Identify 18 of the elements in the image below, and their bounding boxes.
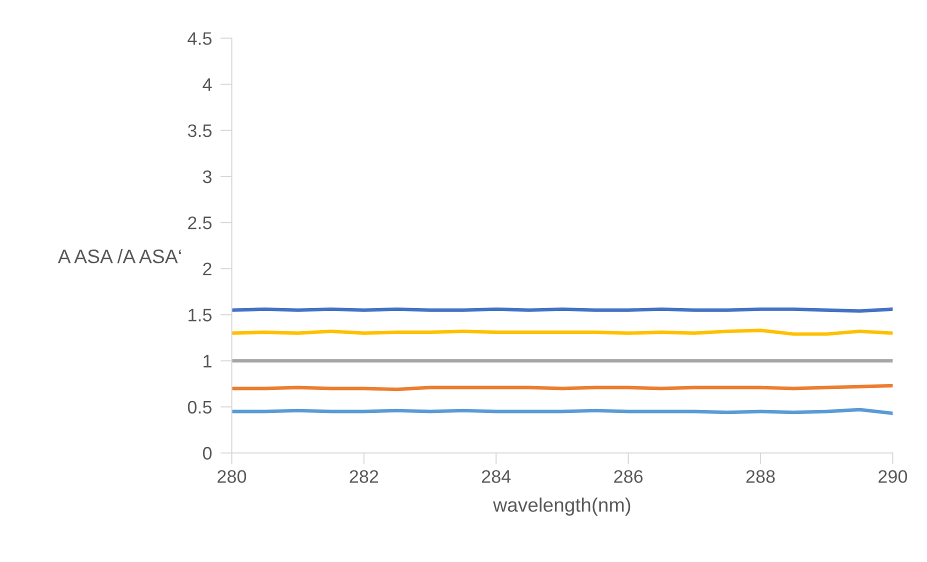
x-axis-title: wavelength(nm) [493,498,630,516]
y-tick-label: 2 [203,262,212,276]
y-tick-label: 1.5 [188,308,212,322]
y-axis-title: A ASA /A ASA‘ [58,248,181,264]
y-tick-label: 3 [202,170,212,184]
x-tick-label: 282 [350,470,378,483]
y-tick-label: 2.5 [188,216,212,230]
y-tick-label: 0 [202,446,212,460]
y-tick-label: 4.5 [188,32,212,45]
y-tick-label: 1 [204,354,212,368]
x-tick-label: 284 [482,470,511,483]
x-tick-label: 280 [218,470,246,483]
x-tick-label: 286 [614,470,643,483]
y-tick-label: 3.5 [188,124,212,138]
y-tick-label: 0.5 [188,400,212,414]
x-tick-label: 288 [746,470,775,483]
x-tick-label: 290 [878,470,908,483]
y-tick-label: 4 [202,78,212,91]
